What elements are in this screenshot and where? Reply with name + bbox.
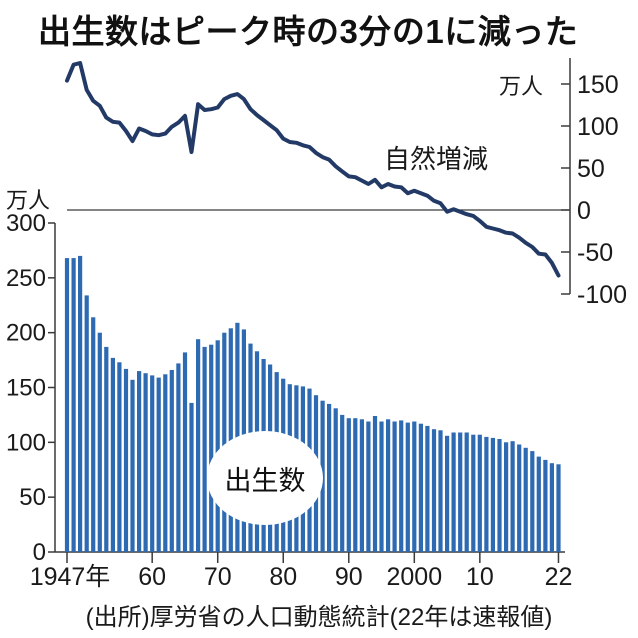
right-axis-tick-label-100: 100 <box>577 113 619 141</box>
line-natural-change <box>65 61 561 278</box>
bar-1999 <box>405 422 410 552</box>
bar-1948 <box>71 258 76 552</box>
bar-2016 <box>517 444 522 552</box>
bar-1950 <box>84 295 89 552</box>
bar-1952 <box>97 332 102 552</box>
bar-2017 <box>523 447 528 552</box>
bar-1967 <box>196 339 201 552</box>
bar-1996 <box>386 419 391 552</box>
line-series-label: 自然増減 <box>384 144 489 174</box>
bar-2005 <box>445 435 450 552</box>
bar-1965 <box>182 352 188 552</box>
left-axis-tick-label-300: 300 <box>6 210 46 237</box>
right-axis-tick-label--50: -50 <box>577 239 613 267</box>
bar-2013 <box>497 439 502 552</box>
bar-2014 <box>504 442 509 552</box>
x-axis-tick-label-2022: 22 <box>545 563 573 591</box>
left-axis-tick-label-150: 150 <box>6 375 46 402</box>
bar-2015 <box>510 441 515 552</box>
bar-1959 <box>143 373 148 552</box>
bar-1955 <box>117 362 122 552</box>
bar-1960 <box>150 375 155 552</box>
bar-1987 <box>327 403 332 552</box>
bar-2009 <box>471 434 476 552</box>
bar-1966 <box>189 402 194 552</box>
bar-2018 <box>530 451 535 552</box>
right-axis-tick-label--100: -100 <box>577 281 627 309</box>
bar-1962 <box>163 374 168 552</box>
bar-series-label-circle: 出生数 <box>207 431 323 525</box>
bar-1971 <box>222 332 227 552</box>
bar-1956 <box>123 368 129 552</box>
right-axis-unit-label: 万人 <box>499 74 544 99</box>
x-axis-tick-label-1960: 60 <box>138 563 166 591</box>
bar-1947 <box>64 258 70 552</box>
bar-2000 <box>412 421 417 552</box>
x-axis-tick-label-1990: 90 <box>335 563 363 591</box>
x-axis-tick-label-2010: 10 <box>466 563 494 591</box>
x-axis-tick-label-2000: 2000 <box>386 563 442 591</box>
bar-1997 <box>392 421 397 552</box>
left-axis-tick-label-50: 50 <box>19 484 46 511</box>
bar-1964 <box>176 363 181 552</box>
bar-1961 <box>156 377 161 552</box>
left-axis-tick-label-200: 200 <box>6 320 46 347</box>
bar-2012 <box>490 437 495 552</box>
bar-2001 <box>418 423 423 552</box>
bar-1990 <box>346 418 351 552</box>
bar-1992 <box>359 419 364 552</box>
left-axis-tick-label-0: 0 <box>33 539 46 566</box>
bar-1968 <box>202 346 207 552</box>
right-axis-tick-label-0: 0 <box>577 197 591 225</box>
bar-2002 <box>425 425 430 552</box>
bar-1958 <box>137 371 142 552</box>
bar-2007 <box>458 432 463 552</box>
source-note: (出所)厚労省の人口動態統計(22年は速報値) <box>85 604 553 631</box>
bar-2008 <box>464 432 469 552</box>
right-axis-tick-label-150: 150 <box>577 71 619 99</box>
bar-2021 <box>549 463 554 552</box>
bar-1969 <box>209 344 214 552</box>
x-axis-tick-label-1970: 70 <box>204 563 232 591</box>
chart-title: 出生数はピーク時の3分の1に減った <box>38 13 579 50</box>
right-axis-tick-label-50: 50 <box>577 155 605 183</box>
bar-series-label: 出生数 <box>224 465 306 496</box>
bar-2010 <box>477 434 482 552</box>
bar-1949 <box>78 255 83 552</box>
x-axis-tick-label-1947: 1947年 <box>30 563 111 591</box>
bar-2022 <box>556 464 561 552</box>
bar-2003 <box>431 429 437 552</box>
bar-1954 <box>110 357 115 552</box>
bar-2019 <box>536 456 541 552</box>
bar-1991 <box>353 418 358 552</box>
bar-1989 <box>340 414 345 552</box>
left-axis-unit-label: 万人 <box>6 188 51 213</box>
bar-1993 <box>366 421 371 552</box>
bar-2006 <box>451 432 456 552</box>
bar-1963 <box>169 370 174 552</box>
bar-2020 <box>543 459 548 552</box>
bar-1988 <box>333 408 338 552</box>
bar-1953 <box>104 346 109 552</box>
bar-1995 <box>379 421 384 552</box>
bar-1957 <box>130 379 135 552</box>
bar-2011 <box>484 436 489 552</box>
left-axis-tick-label-250: 250 <box>6 265 46 292</box>
bar-1970 <box>215 340 220 552</box>
bar-1951 <box>91 317 96 552</box>
bar-1994 <box>372 416 378 552</box>
left-axis-tick-label-100: 100 <box>6 429 46 456</box>
x-axis-tick-label-1980: 80 <box>269 563 297 591</box>
bar-2004 <box>438 430 443 552</box>
bar-1998 <box>399 420 404 552</box>
